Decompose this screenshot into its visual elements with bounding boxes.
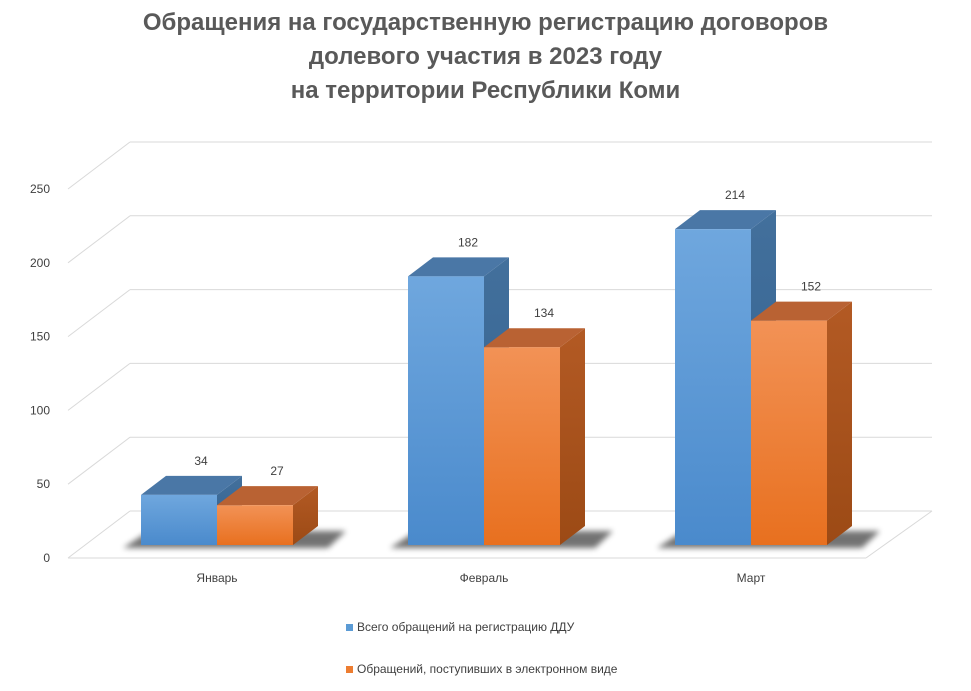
- bar-front-face: [751, 320, 827, 545]
- y-tick-label: 50: [37, 477, 51, 491]
- axis-layer: 0 50 100 150 200 250 Январь Февраль Март: [30, 182, 766, 585]
- legend-item-total: Всего обращений на регистрацию ДДУ: [346, 620, 574, 634]
- legend-swatch-blue: [346, 623, 353, 631]
- bar-top-face: [484, 328, 585, 348]
- floor-right-edge: [865, 510, 933, 559]
- data-label-total-3: 214: [725, 188, 745, 202]
- data-label-electronic-3: 152: [801, 280, 821, 294]
- gridline-side: [67, 289, 131, 337]
- bar-electronic-3: [751, 301, 852, 545]
- bar-top-face: [141, 475, 242, 495]
- y-tick-label: 0: [43, 551, 50, 565]
- y-tick-label: 250: [30, 182, 50, 196]
- bar-front-face: [217, 505, 293, 545]
- x-category-label: Февраль: [460, 571, 509, 585]
- bar-front-face: [484, 347, 560, 545]
- gridline-side: [67, 141, 131, 190]
- bar-side-face: [827, 301, 852, 545]
- y-tick-label: 150: [30, 330, 50, 344]
- data-label-electronic-2: 134: [534, 306, 554, 320]
- y-tick-label: 100: [30, 403, 50, 417]
- bar-top-face: [217, 486, 318, 506]
- legend-item-electronic: Обращений, поступивших в электронном вид…: [346, 662, 617, 676]
- bar-electronic-2: [484, 328, 585, 545]
- legend-label-total: Всего обращений на регистрацию ДДУ: [357, 620, 575, 634]
- gridline-side: [67, 215, 131, 264]
- bar-front-face: [141, 494, 217, 545]
- bar-top-face: [675, 210, 776, 230]
- legend-swatch-orange: [346, 665, 353, 673]
- chart-title-line-3: на территории Республики Коми: [290, 77, 681, 104]
- chart-title-line-1: Обращения на государственную регистрацию…: [142, 9, 829, 36]
- bar-layer: [123, 210, 880, 548]
- label-layer: 34 27 182 134 214 152: [194, 188, 821, 478]
- legend-label-electronic: Обращений, поступивших в электронном вид…: [357, 662, 618, 676]
- bar-electronic-1: [217, 486, 318, 545]
- bar-front-face: [408, 276, 484, 545]
- data-label-total-2: 182: [458, 235, 478, 249]
- gridline-side: [67, 510, 131, 559]
- bar-top-face: [751, 301, 852, 321]
- data-label-total-1: 34: [194, 454, 208, 468]
- bar-top-face: [408, 257, 509, 277]
- bar-side-face: [293, 486, 318, 545]
- chart-title: Обращения на государственную регистрацию…: [0, 6, 971, 108]
- x-category-label: Март: [737, 571, 766, 585]
- gridline-side: [67, 363, 131, 411]
- y-tick-label: 200: [30, 256, 50, 270]
- x-category-label: Январь: [196, 571, 237, 585]
- bar-front-face: [675, 229, 751, 546]
- chart-title-line-2: долевого участия в 2023 году: [308, 43, 663, 70]
- data-label-electronic-1: 27: [270, 464, 284, 478]
- gridline-side: [67, 436, 131, 485]
- bar-side-face: [560, 328, 585, 545]
